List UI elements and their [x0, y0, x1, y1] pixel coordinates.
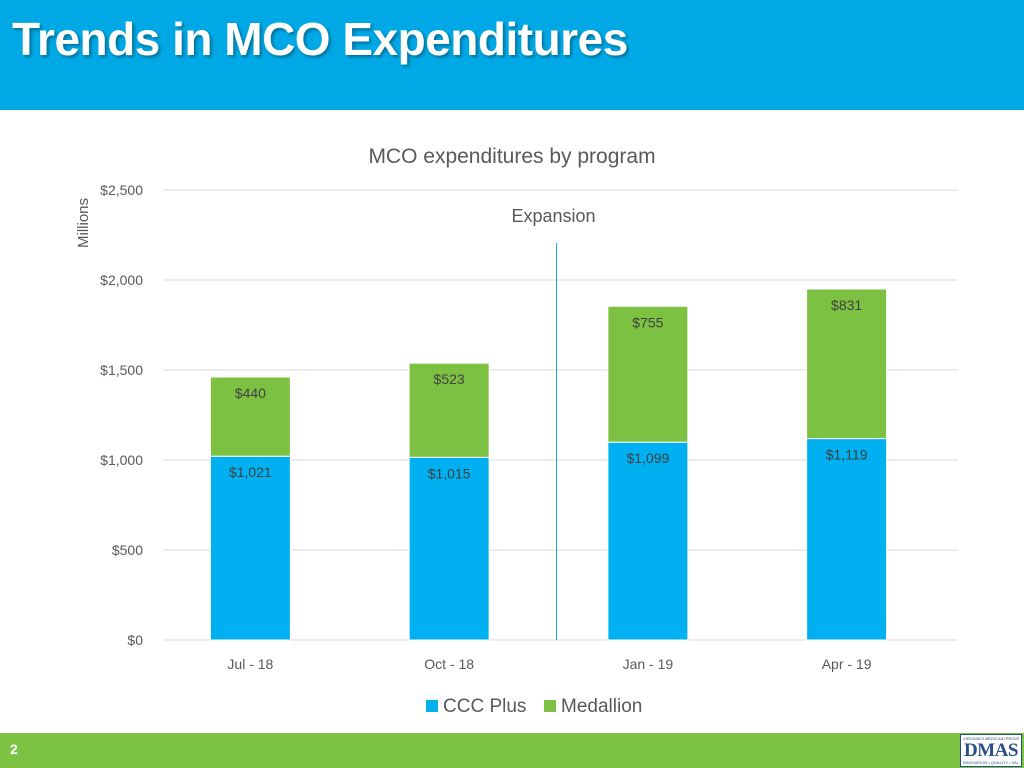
- x-tick-label: Oct - 18: [424, 656, 474, 672]
- x-tick-label: Jan - 19: [623, 656, 674, 672]
- slide-title: Trends in MCO Expenditures: [12, 13, 628, 65]
- y-tick-label: $1,000: [100, 452, 143, 468]
- legend-swatch-ccc-plus: [426, 700, 438, 712]
- legend-swatch-medallion: [544, 700, 556, 712]
- footer-bar: 2 VIRGINIA'S MEDICAID PROGRAM DMAS INNOV…: [0, 733, 1024, 768]
- data-label: $831: [831, 297, 862, 313]
- data-label: $1,099: [626, 450, 669, 466]
- chart-title: MCO expenditures by program: [368, 145, 655, 168]
- page-number: 2: [10, 741, 18, 757]
- bar-ccc-plus: [806, 438, 888, 641]
- logo-name: DMAS: [964, 740, 1018, 761]
- y-tick-label: $2,500: [100, 182, 143, 198]
- bar-ccc-plus: [607, 441, 689, 641]
- bar-medallion: [607, 305, 689, 443]
- data-label: $440: [235, 385, 266, 401]
- dmas-logo: VIRGINIA'S MEDICAID PROGRAM DMAS INNOVAT…: [960, 734, 1022, 767]
- x-tick-label: Jul - 18: [227, 656, 273, 672]
- bar-ccc-plus: [408, 456, 490, 641]
- data-label: $1,021: [229, 464, 272, 480]
- data-label: $1,119: [826, 447, 868, 463]
- x-tick-label: Apr - 19: [822, 656, 872, 672]
- legend-label-ccc-plus: CCC Plus: [443, 696, 526, 717]
- y-tick-label: $1,500: [100, 362, 143, 378]
- bar-medallion: [408, 362, 490, 458]
- mco-expenditures-chart: $0 $500 $1,000 $1,500 $2,000 $2,500 MCO expend…: [75, 145, 958, 717]
- data-label: $1,015: [428, 465, 471, 481]
- y-tick-label: $2,000: [100, 272, 143, 288]
- bar-medallion: [209, 376, 291, 457]
- y-axis-label: Millions: [75, 198, 92, 248]
- title-bar: Trends in MCO Expenditures: [0, 0, 1024, 110]
- logo-top-text: VIRGINIA'S MEDICAID PROGRAM: [963, 736, 1019, 741]
- bar-ccc-plus: [209, 455, 291, 641]
- y-tick-label: $500: [112, 542, 143, 558]
- y-tick-label: $0: [127, 632, 143, 648]
- data-label: $755: [632, 314, 663, 330]
- bar-medallion: [806, 288, 888, 440]
- expansion-label: Expansion: [511, 206, 595, 226]
- logo-bottom-text: INNOVATION • QUALITY • VALUE: [963, 760, 1019, 765]
- legend-label-medallion: Medallion: [561, 696, 642, 717]
- data-label: $523: [434, 371, 465, 387]
